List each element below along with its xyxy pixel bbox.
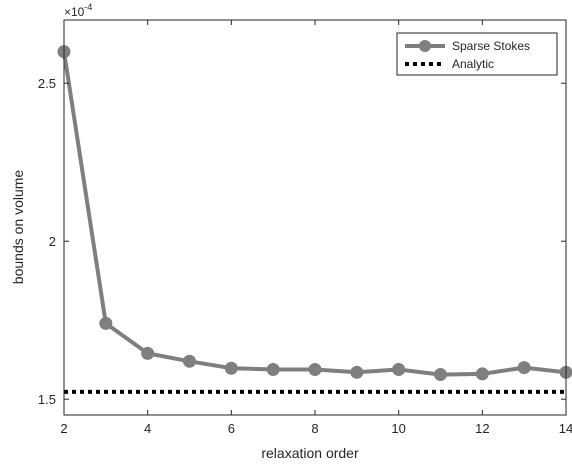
plot-area (64, 20, 566, 415)
y-exponent: ×10 -4 (64, 2, 92, 19)
legend: Sparse Stokes Analytic (396, 32, 558, 76)
x-tick-label: 10 (391, 421, 405, 436)
x-tick-label: 12 (475, 421, 489, 436)
series-point (434, 368, 447, 382)
series-layer (57, 45, 572, 394)
series-point (350, 365, 364, 379)
x-tick-label: 2 (60, 421, 67, 436)
series-point (266, 362, 280, 376)
y-tick-label: 1.5 (38, 392, 56, 407)
y-exponent-base: ×10 (64, 5, 85, 19)
series-point (517, 361, 531, 375)
legend-box (396, 32, 558, 76)
y-exponent-power: -4 (84, 2, 92, 13)
axes-layer: 2 4 6 8 10 12 14 1.5 2 2.5 (38, 19, 572, 436)
y-tick-label: 2 (49, 234, 56, 249)
legend-label-analytic: Analytic (452, 57, 494, 71)
x-tick-label: 14 (559, 421, 572, 436)
plot-background (64, 20, 566, 415)
x-tick-label: 6 (228, 421, 235, 436)
series-point (224, 361, 238, 375)
y-tick-label: 2.5 (38, 76, 56, 91)
y-axis-label: bounds on volume (10, 170, 26, 285)
series-point (141, 346, 155, 360)
series-point (392, 362, 406, 376)
series-point (475, 367, 489, 381)
series-point (308, 362, 322, 376)
series-point (183, 354, 196, 368)
legend-label-sparse-stokes: Sparse Stokes (452, 39, 530, 53)
x-axis-label: relaxation order (261, 445, 359, 461)
series-point (99, 316, 113, 330)
x-tick-label: 8 (311, 421, 318, 436)
x-tick-label: 4 (144, 421, 151, 436)
legend-marker-sparse-stokes (419, 40, 431, 52)
